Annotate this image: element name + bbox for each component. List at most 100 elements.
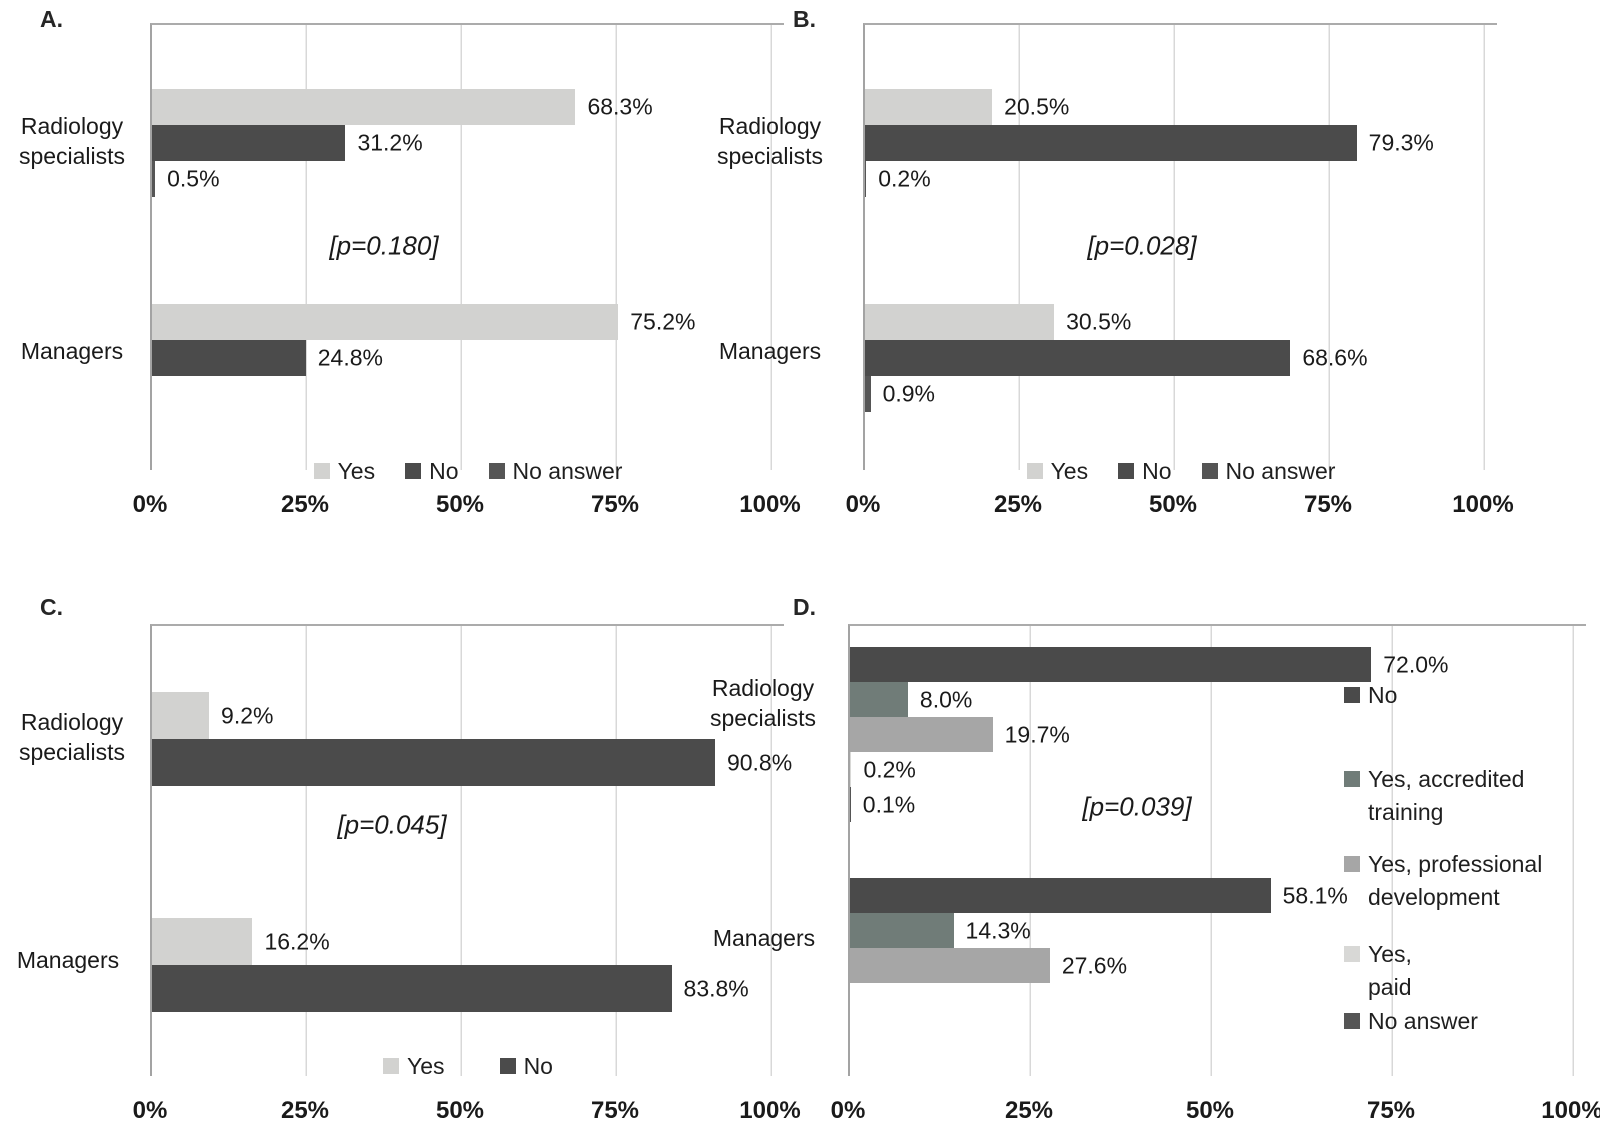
bar-b-radiology-specialists-yes bbox=[865, 89, 993, 125]
bar-c-radiology-specialists-no bbox=[152, 739, 715, 786]
category-label-radiology-specialists: Radiology specialists bbox=[716, 113, 824, 169]
value-label: 0.2% bbox=[863, 756, 916, 782]
legend-label: No answer bbox=[1368, 1008, 1478, 1034]
x-tick-label: 75% bbox=[590, 491, 640, 518]
legend-swatch-no-answer bbox=[1344, 1013, 1360, 1029]
panel-label-b: B. bbox=[793, 6, 816, 32]
value-label: 20.5% bbox=[1004, 93, 1070, 120]
panel-label-c: C. bbox=[40, 594, 63, 620]
value-label: 90.8% bbox=[726, 749, 793, 775]
value-label: 24.8% bbox=[317, 344, 383, 371]
bar-a-managers-no bbox=[152, 340, 306, 376]
x-tick-label: 100% bbox=[1541, 1097, 1600, 1124]
p-value-c: [p=0.045] bbox=[337, 809, 447, 840]
bar-a-managers-yes bbox=[152, 304, 619, 340]
bar-d-managers-yes-professional-development bbox=[850, 948, 1050, 983]
category-label-radiology-specialists: Radiology specialists bbox=[18, 113, 126, 169]
legend-label: No bbox=[523, 1053, 553, 1079]
legend-swatch-yes-paid bbox=[1344, 946, 1360, 962]
plot-area-d: 72.0% 58.1% 8.0% 14.3% 19.7% 27.6% 0.2% 0.1% [p=… bbox=[848, 624, 1586, 1076]
value-label: 58.1% bbox=[1282, 882, 1348, 908]
legend-item-no: No bbox=[1344, 679, 1397, 712]
x-tick-label: 0% bbox=[132, 1097, 168, 1124]
panel-label-d: D. bbox=[793, 594, 816, 620]
legend-swatch-no bbox=[1118, 463, 1135, 479]
bar-d-radiology-specialists-no-answer bbox=[850, 787, 851, 822]
p-value-b: [p=0.028] bbox=[1087, 230, 1197, 261]
legend-swatch-no bbox=[405, 463, 422, 479]
category-label-managers: Managers bbox=[20, 338, 124, 364]
legend-label: Yes bbox=[1050, 458, 1089, 484]
x-tick-label: 50% bbox=[1148, 491, 1198, 518]
p-value-a: [p=0.180] bbox=[329, 230, 439, 261]
bar-b-managers-no bbox=[865, 340, 1291, 376]
x-tick-label: 50% bbox=[435, 491, 485, 518]
panel-label-a: A. bbox=[40, 6, 63, 32]
x-tick-label: 25% bbox=[1004, 1097, 1054, 1124]
legend-item-no: No bbox=[405, 455, 459, 488]
legend-item-no-answer: No answer bbox=[1201, 455, 1336, 488]
legend-swatch-yes bbox=[1026, 463, 1043, 479]
legend-item-yes: Yes bbox=[313, 455, 376, 488]
x-tick-label: 100% bbox=[739, 1097, 801, 1124]
x-tick-label: 75% bbox=[590, 1097, 640, 1124]
value-label: 79.3% bbox=[1368, 129, 1434, 156]
legend-c: Yes No bbox=[152, 1050, 784, 1083]
bar-b-radiology-specialists-no-answer bbox=[865, 161, 867, 197]
legend-swatch-yes bbox=[313, 463, 330, 479]
x-tick-label: 75% bbox=[1303, 491, 1353, 518]
value-label: 68.6% bbox=[1302, 344, 1368, 371]
legend-label: Yes, professional development bbox=[1368, 851, 1543, 910]
bar-a-radiology-specialists-no bbox=[152, 125, 346, 161]
bar-d-managers-yes-accredited-training bbox=[850, 913, 954, 948]
value-label: 30.5% bbox=[1066, 308, 1132, 335]
x-tick-label: 0% bbox=[132, 491, 168, 518]
bar-b-managers-no-answer bbox=[865, 376, 871, 412]
value-label: 8.0% bbox=[919, 686, 973, 712]
legend-swatch-yes-professional-development bbox=[1344, 856, 1360, 872]
legend-swatch-no-answer bbox=[488, 463, 505, 479]
legend-item-no-answer: No answer bbox=[488, 455, 623, 488]
bar-c-radiology-specialists-yes bbox=[152, 692, 210, 739]
value-label: 0.1% bbox=[862, 791, 916, 817]
legend-label: Yes, paid bbox=[1368, 941, 1412, 1000]
legend-item-no-answer: No answer bbox=[1344, 1005, 1478, 1038]
legend-item-no: No bbox=[1118, 455, 1172, 488]
x-tick-label: 50% bbox=[1185, 1097, 1235, 1124]
x-tick-label: 25% bbox=[280, 1097, 330, 1124]
x-tick-label: 100% bbox=[739, 491, 801, 518]
legend-b: Yes No No answer bbox=[865, 455, 1497, 488]
legend-item-no: No bbox=[499, 1050, 553, 1083]
value-label: 0.5% bbox=[167, 165, 220, 192]
value-label: 9.2% bbox=[221, 702, 274, 728]
x-tick-label: 0% bbox=[845, 491, 881, 518]
legend-label: No bbox=[1368, 682, 1398, 708]
x-tick-label: 25% bbox=[280, 491, 330, 518]
x-tick-label: 50% bbox=[435, 1097, 485, 1124]
category-label-managers: Managers bbox=[718, 338, 822, 364]
category-label-managers: Managers bbox=[712, 925, 816, 951]
value-label: 0.2% bbox=[878, 165, 931, 192]
value-label: 68.3% bbox=[587, 93, 653, 120]
legend-item-yes: Yes bbox=[1026, 455, 1089, 488]
value-label: 27.6% bbox=[1061, 952, 1128, 978]
legend-label: No answer bbox=[512, 458, 623, 484]
value-label: 16.2% bbox=[264, 928, 330, 954]
bar-d-radiology-specialists-yes-professional-development bbox=[850, 717, 993, 752]
value-label: 14.3% bbox=[965, 917, 1031, 943]
bar-a-radiology-specialists-yes bbox=[152, 89, 576, 125]
legend-label: Yes bbox=[337, 458, 376, 484]
bar-d-radiology-specialists-no bbox=[850, 647, 1372, 682]
bar-a-radiology-specialists-no-answer bbox=[152, 161, 156, 197]
legend-item-yes: Yes bbox=[383, 1050, 445, 1083]
legend-swatch-no bbox=[499, 1058, 516, 1074]
p-value-d: [p=0.039] bbox=[1082, 791, 1192, 822]
bar-b-managers-yes bbox=[865, 304, 1055, 340]
value-label: 19.7% bbox=[1004, 721, 1070, 747]
legend-swatch-yes-accredited-training bbox=[1344, 771, 1360, 787]
legend-item-yes-paid: Yes, paid bbox=[1344, 938, 1412, 1004]
x-tick-label: 100% bbox=[1452, 491, 1514, 518]
legend-label: No answer bbox=[1225, 458, 1336, 484]
bar-d-managers-no bbox=[850, 878, 1271, 913]
